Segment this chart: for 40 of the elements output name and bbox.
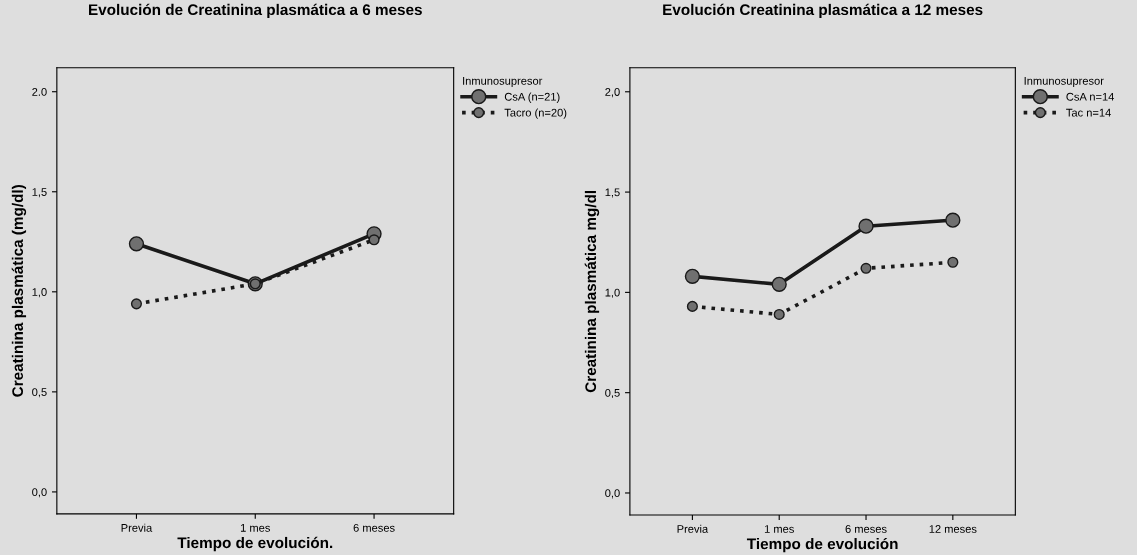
x-tick-label: 6 meses [353,523,395,532]
legend-title: Inmunosupresor [463,77,543,87]
y-tick-label: 0,0 [605,489,620,499]
chart-title: Evolución de Creatinina plasmática a 6 meses [89,3,422,19]
y-tick-label: 2.0 [32,87,47,96]
legend-label: CsA n=14 [1066,92,1115,101]
point [947,256,959,268]
point [771,276,787,292]
point [860,262,872,274]
point [684,268,701,284]
y-tick-label: 1,0 [32,288,47,298]
y-tick-label: 0,5 [605,388,620,399]
y-tick-label: 0,0 [32,488,47,498]
legend-title: Inmunosupresor [1024,77,1104,87]
point [128,236,145,252]
y-tick-label: 0,5 [32,388,47,398]
legend-label: CsA (n=21) [504,92,560,103]
y-tick-label: 1,5 [605,188,620,198]
point [368,234,380,246]
point [858,218,874,234]
legend-label: Tac n=14 [1066,108,1111,117]
x-tick-label: Previa [121,523,153,532]
y-tick-label: 2,0 [605,88,620,98]
point [686,300,698,312]
x-tick-label: 1 mes [240,524,270,532]
x-tick-label: 12 meses [929,525,977,533]
x-tick-label: 1 mes [764,525,794,533]
legend-label: Tacro (n=20) [504,108,567,119]
x-tick-label: Previa [677,524,709,533]
point [773,308,785,320]
chart-title: Evolución Creatinina plasmática a 12 meses [663,3,983,19]
point [945,212,961,228]
x-axis-title: Tiempo de evolución. [177,536,333,552]
point [130,298,143,310]
y-axis-title: Creatinina plasmática mg/dl [584,190,600,393]
y-tick-label: 1,5 [32,188,47,198]
y-axis-title: Creatinina plasmática (mg/dl) [11,185,27,397]
x-axis-title: Tiempo de evolución [746,537,898,553]
y-tick-label: 1,0 [605,288,620,298]
x-tick-label: 6 meses [845,525,887,533]
